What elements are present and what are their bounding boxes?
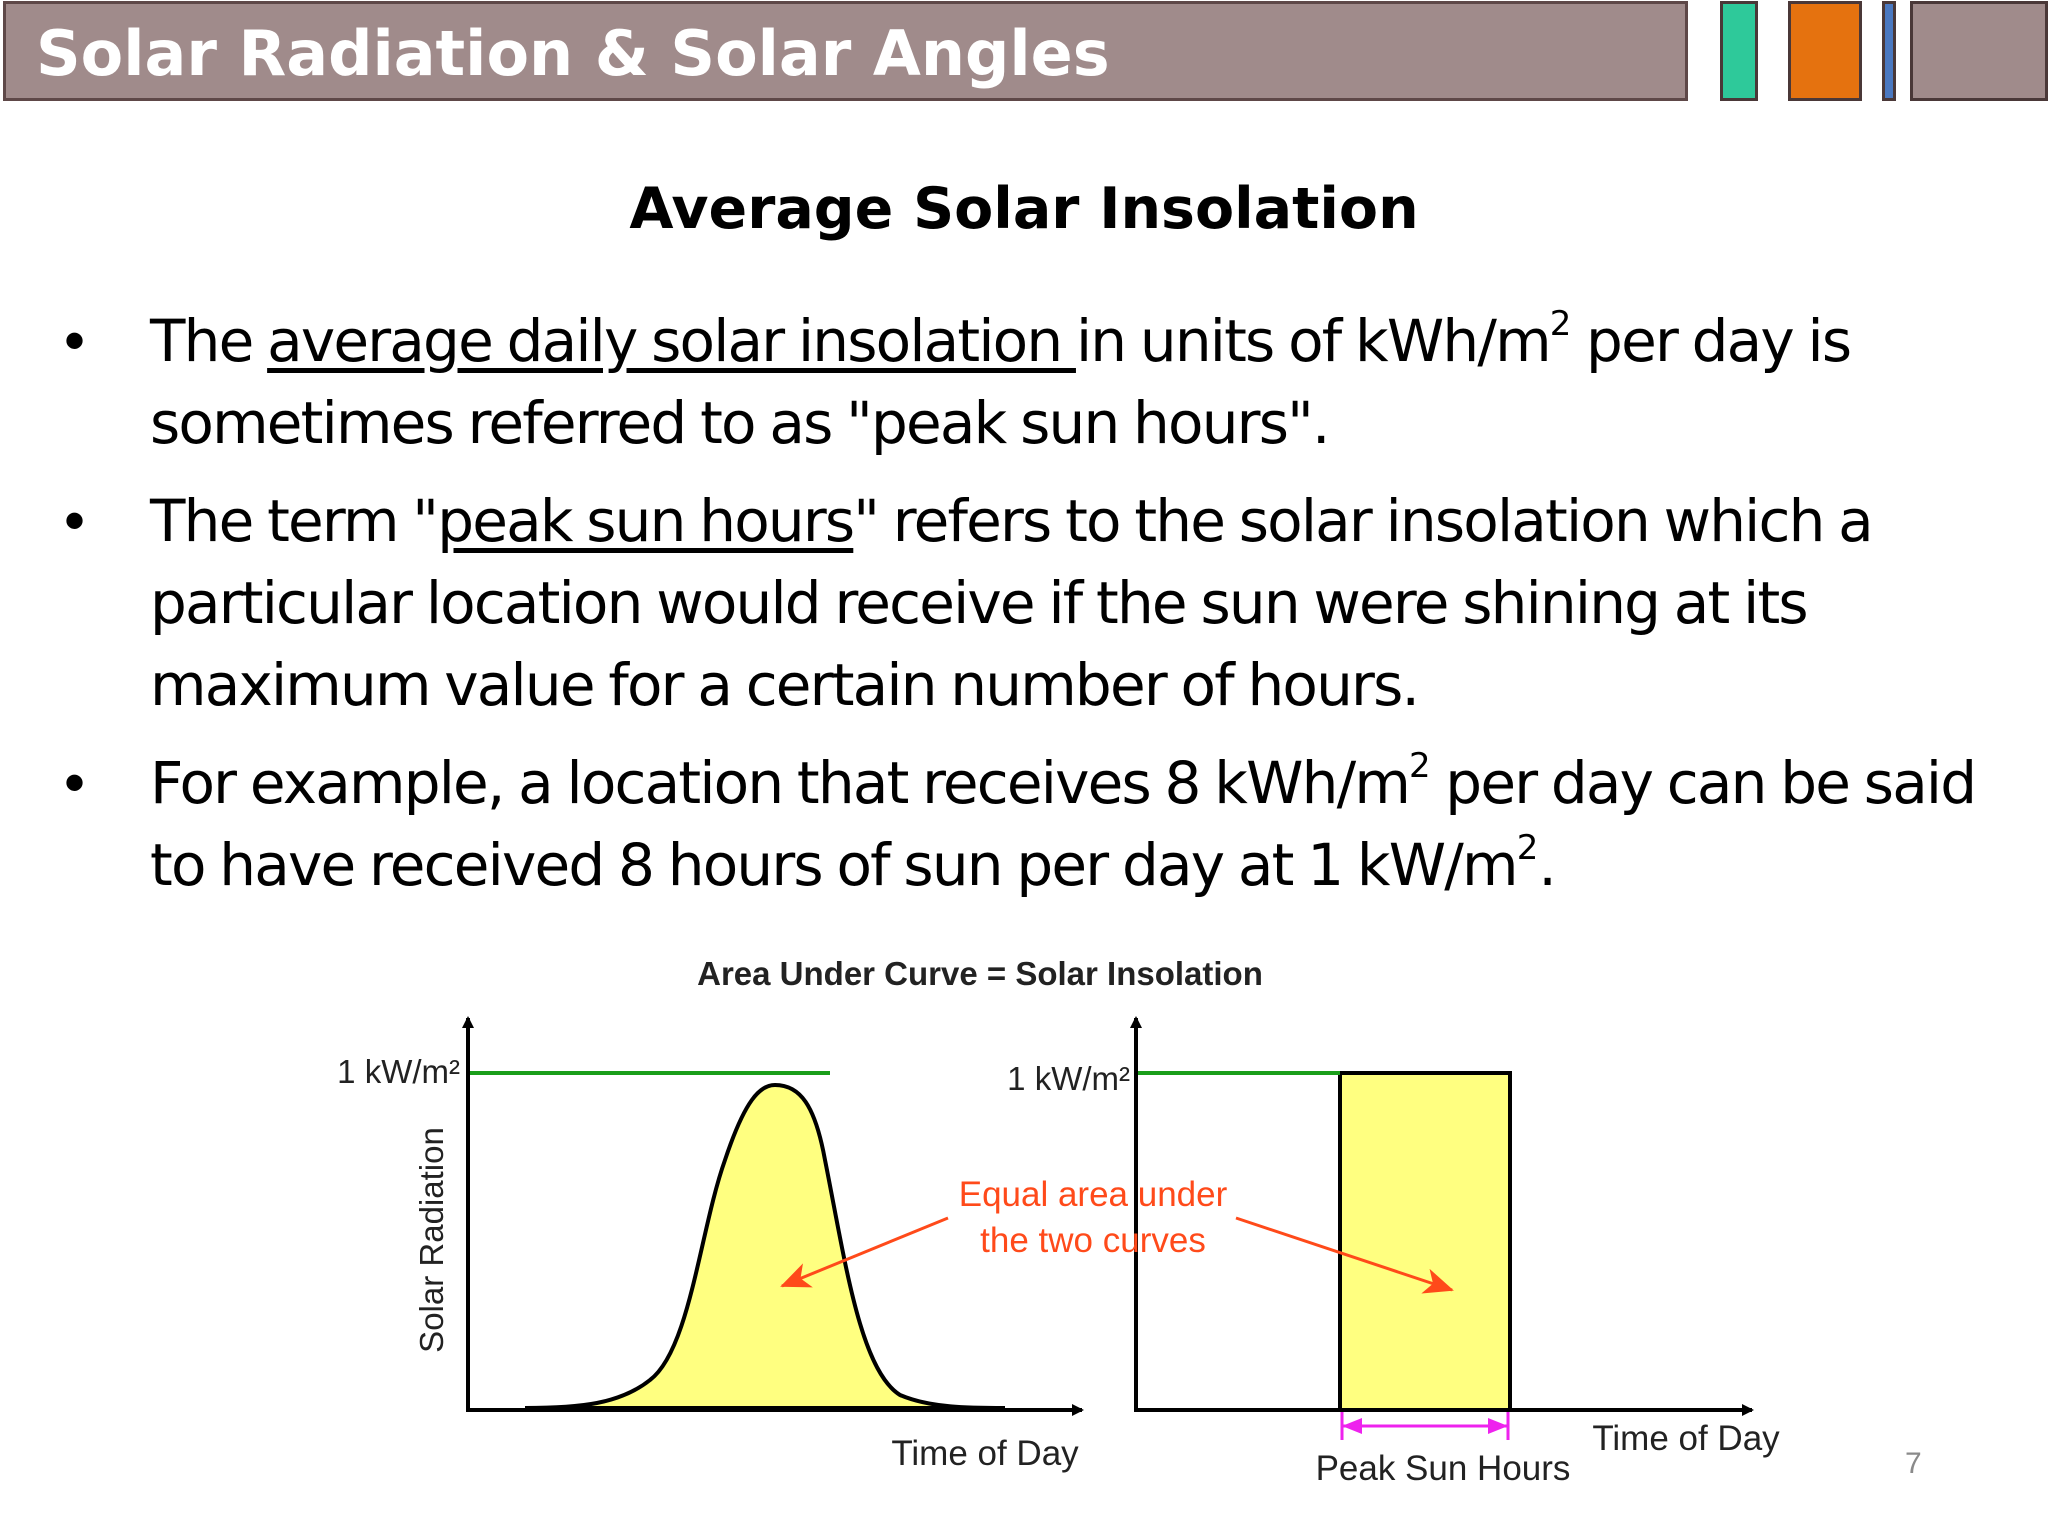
bullet-marker: • <box>64 307 86 374</box>
peak-sun-rectangle <box>1338 1071 1512 1412</box>
bullet-item: • The term "peak sun hours" refers to th… <box>0 480 2048 726</box>
diagram-title: Area Under Curve = Solar Insolation <box>697 955 1263 992</box>
page-number: 7 <box>1905 1447 1922 1480</box>
annotation-arrow-right <box>1235 1216 1454 1294</box>
peak-label: 1 kW/m² <box>1007 1060 1130 1097</box>
peak-label: 1 kW/m² <box>337 1053 460 1090</box>
accent-block-green <box>1720 1 1758 101</box>
annotation-line-2: the two curves <box>980 1221 1206 1260</box>
left-chart: 1 kW/m² Solar Radiation Time of Day <box>337 1016 1084 1473</box>
annotation-line-1: Equal area under <box>959 1175 1228 1214</box>
bullet-text: The average daily solar insolation in un… <box>150 304 1852 457</box>
span-label: Peak Sun Hours <box>1316 1449 1571 1488</box>
bullet-text: For example, a location that receives 8 … <box>150 746 1977 899</box>
bullet-item: • The average daily solar insolation in … <box>0 300 2048 464</box>
bullet-marker: • <box>64 487 86 554</box>
slide-subtitle: Average Solar Insolation <box>629 176 1419 242</box>
bullet-marker: • <box>64 749 86 816</box>
slide-title: Solar Radiation & Solar Angles <box>36 17 1110 90</box>
underlined-term: average daily solar insolation <box>267 307 1076 375</box>
x-axis-label: Time of Day <box>1592 1419 1780 1458</box>
y-axis-label: Solar Radiation <box>413 1127 450 1353</box>
bullet-text: The term "peak sun hours" refers to the … <box>150 487 1874 719</box>
right-chart: 1 kW/m² Peak Sun Hours Time of Day <box>1007 1016 1780 1488</box>
accent-block-mauve <box>1910 1 2048 101</box>
peak-sun-hours-marker <box>1340 1412 1510 1440</box>
equal-area-annotation: Equal area under the two curves <box>780 1175 1454 1294</box>
bell-curve <box>524 1082 1006 1410</box>
accent-block-blue <box>1882 1 1896 101</box>
accent-block-orange <box>1788 1 1862 101</box>
bullet-list: • The average daily solar insolation in … <box>0 300 2048 922</box>
x-axis-label: Time of Day <box>891 1434 1079 1473</box>
title-bar: Solar Radiation & Solar Angles <box>3 1 1688 101</box>
bullet-item: • For example, a location that receives … <box>0 742 2048 906</box>
underlined-term: peak sun hours <box>437 487 855 555</box>
annotation-arrow-left <box>780 1216 949 1288</box>
